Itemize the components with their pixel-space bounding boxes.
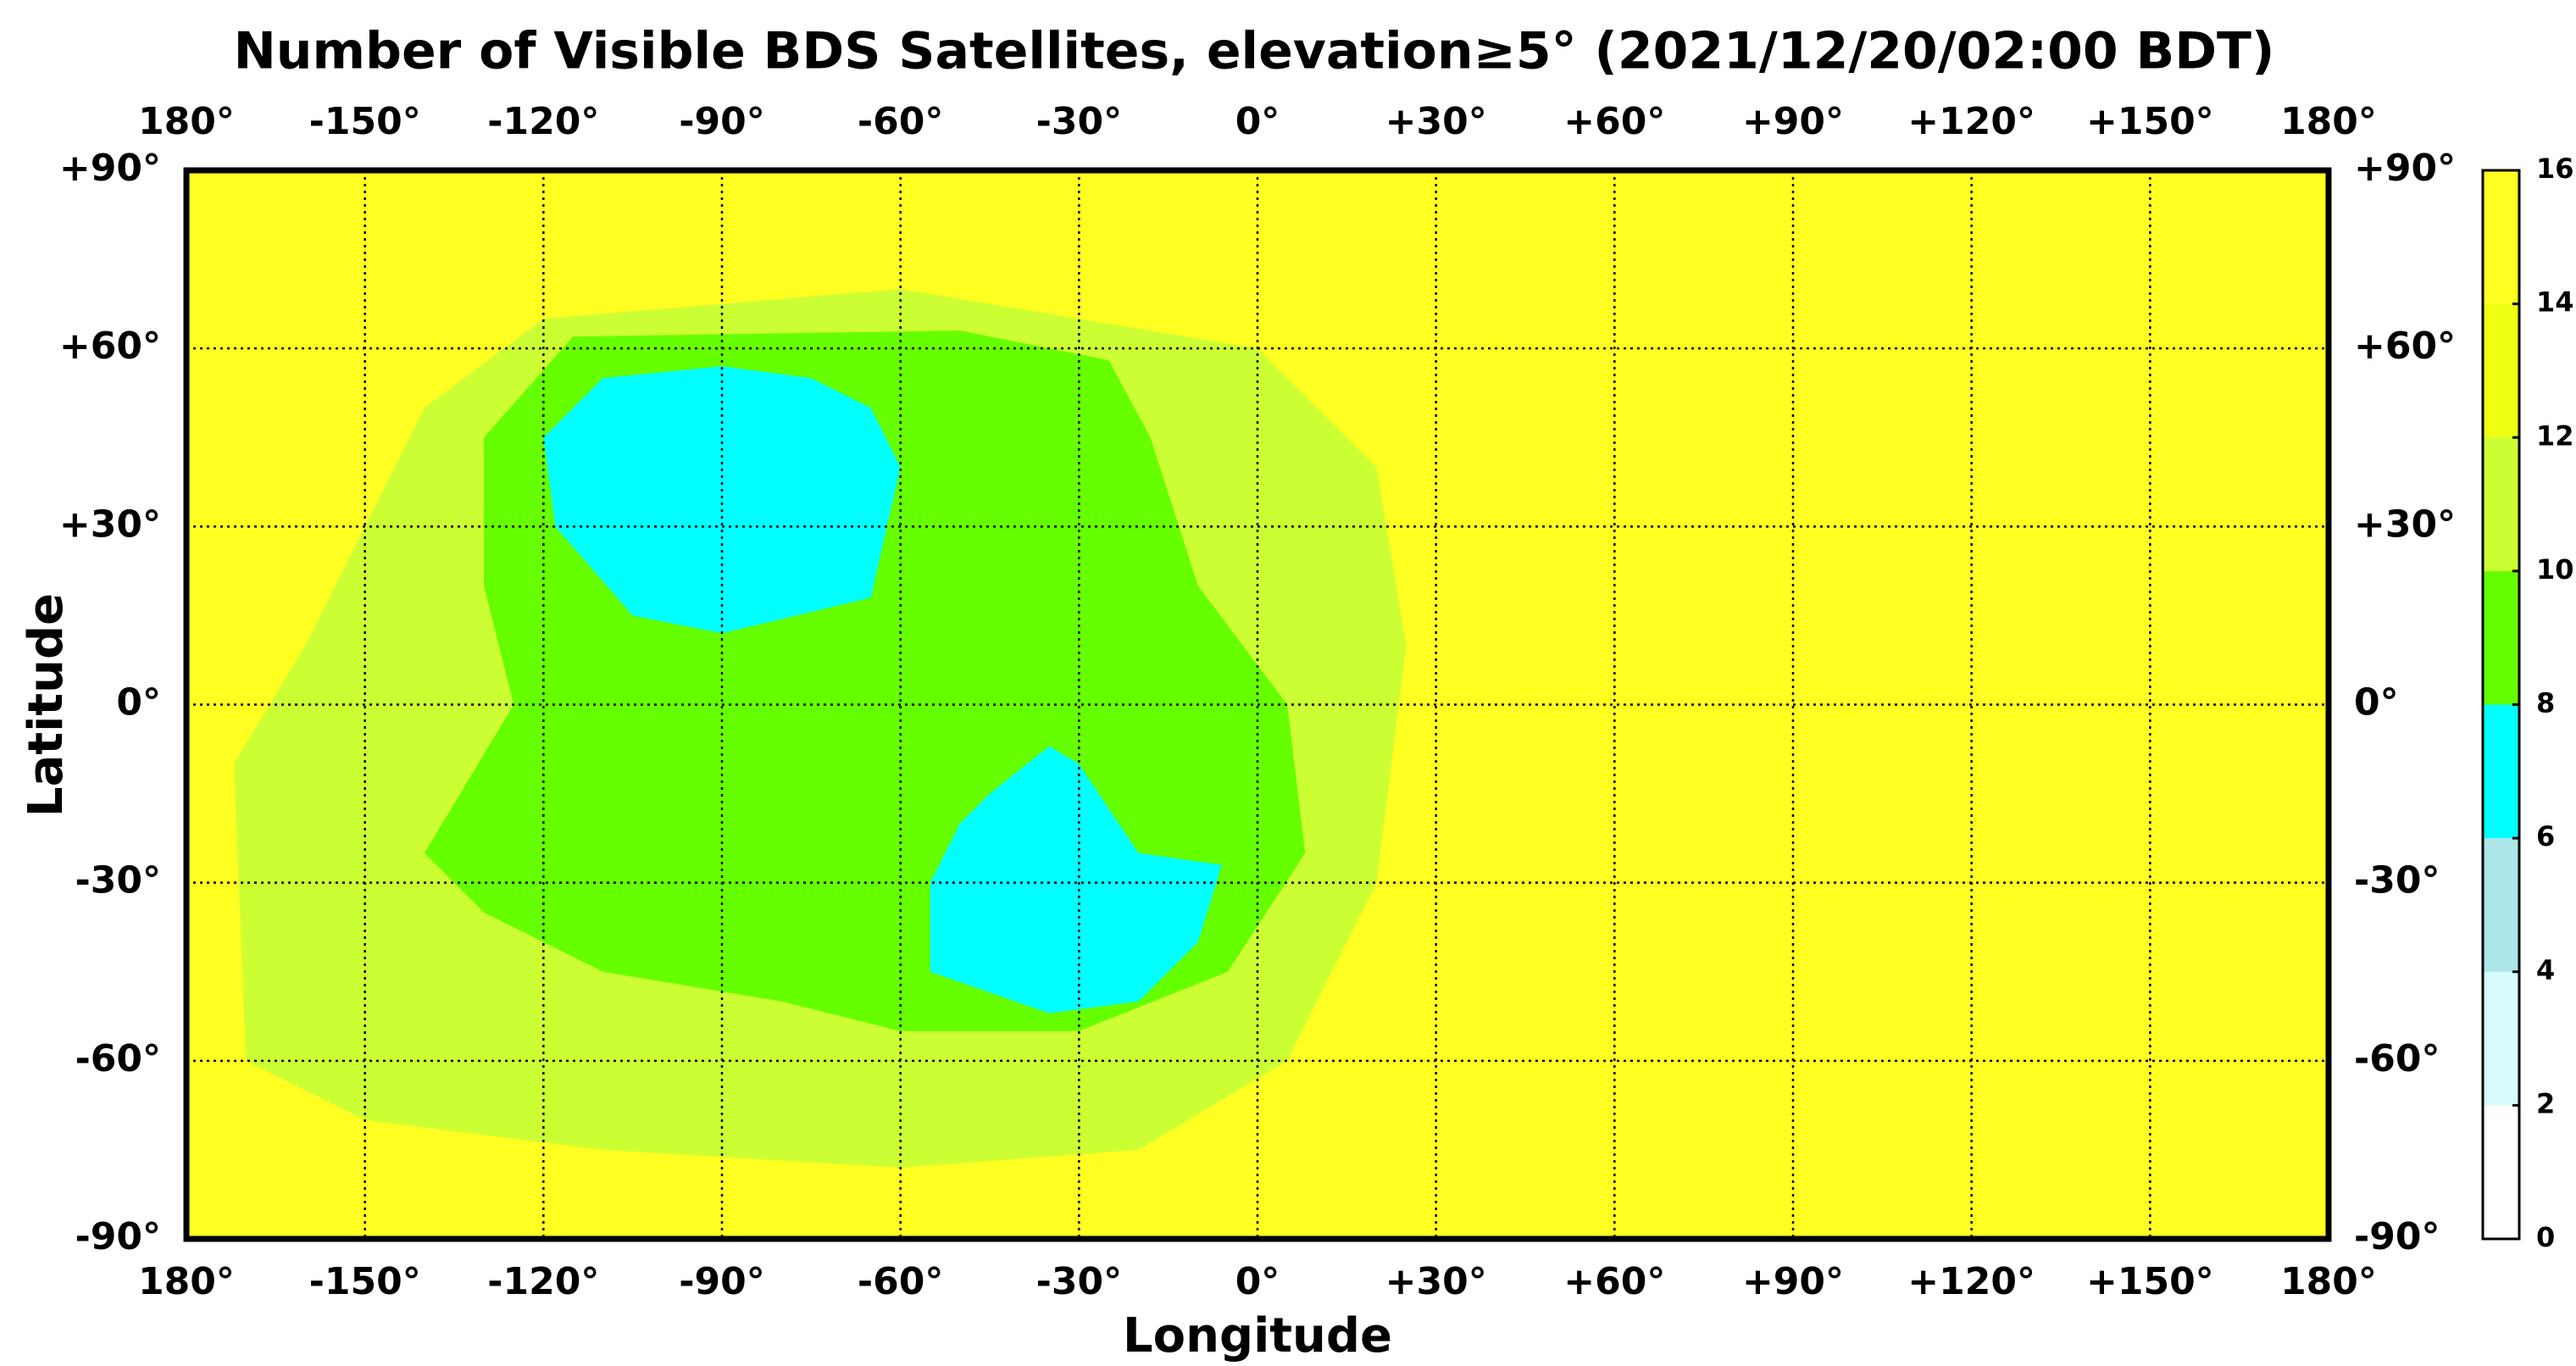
x-tick-label: +120° [1907, 100, 2035, 143]
x-tick-label: -120° [487, 100, 599, 143]
x-tick-label: +30° [1385, 100, 1487, 143]
y-tick-label: +30° [59, 503, 161, 546]
y-tick-label: +60° [59, 325, 161, 368]
y-tick-label: -30° [2354, 859, 2440, 902]
colorbar-swatch [2483, 838, 2519, 972]
x-tick-label: 180° [2280, 1260, 2377, 1303]
x-tick-label: +90° [1742, 1260, 1844, 1303]
y-tick-label: 0° [2354, 681, 2399, 725]
x-tick-label: -90° [679, 1260, 765, 1303]
region [930, 746, 1222, 1013]
x-tick-label: +30° [1385, 1260, 1487, 1303]
y-tick-label: +60° [2354, 325, 2456, 368]
x-tick-label: 180° [2280, 100, 2377, 143]
colorbar-swatch [2483, 570, 2519, 705]
region [543, 366, 901, 634]
colorbar-swatch [2483, 170, 2519, 304]
x-tick-label: +120° [1907, 1260, 2035, 1303]
y-tick-label: -60° [2354, 1037, 2440, 1080]
x-tick-label: -120° [487, 1260, 599, 1303]
y-tick-label: +90° [59, 147, 161, 190]
colorbar-tick-label: 0 [2536, 1221, 2555, 1253]
x-tick-label: 180° [138, 1260, 235, 1303]
plot-frame [183, 167, 2332, 1242]
x-tick-label: -30° [1036, 1260, 1123, 1303]
colorbar-swatch [2483, 971, 2519, 1106]
x-tick-label: -60° [858, 100, 944, 143]
x-tick-label: -90° [679, 100, 765, 143]
x-tick-label: +60° [1563, 1260, 1665, 1303]
colorbar-tick-label: 10 [2536, 553, 2574, 586]
colorbar-tick-label: 14 [2536, 286, 2574, 319]
x-tick-label: -150° [309, 1260, 421, 1303]
colorbar-swatch [2483, 704, 2519, 839]
y-tick-label: 0° [116, 681, 161, 725]
x-tick-label: +60° [1563, 100, 1665, 143]
chart-title: Number of Visible BDS Satellites, elevat… [234, 22, 2275, 81]
x-tick-label: 180° [138, 100, 235, 143]
colorbar-tick-label: 2 [2536, 1087, 2555, 1119]
colorbar-tick-label: 8 [2536, 687, 2555, 719]
y-tick-label: +90° [2354, 147, 2456, 190]
x-tick-label: 0° [1235, 1260, 1280, 1303]
x-tick-label: -150° [309, 100, 421, 143]
colorbar-swatch [2483, 303, 2519, 438]
colorbar-tick-label: 12 [2536, 419, 2574, 452]
colorbar-tick-label: 16 [2536, 153, 2574, 185]
y-tick-label: +30° [2354, 503, 2456, 546]
y-tick-label: -90° [2354, 1215, 2440, 1258]
colorbar-tick-label: 6 [2536, 820, 2555, 852]
x-tick-label: 0° [1235, 100, 1280, 143]
x-tick-label: +150° [2086, 1260, 2214, 1303]
y-tick-label: -90° [75, 1215, 162, 1258]
y-tick-label: -60° [75, 1037, 162, 1080]
colorbar-tick-label: 4 [2536, 954, 2555, 986]
y-axis-label: Latitude [19, 593, 74, 817]
x-axis-label: Longitude [1123, 1308, 1392, 1363]
x-tick-label: -60° [858, 1260, 944, 1303]
colorbar-swatch [2483, 437, 2519, 571]
y-tick-label: -30° [75, 859, 162, 902]
colorbar-swatch [2483, 1105, 2519, 1239]
x-tick-label: +150° [2086, 100, 2214, 143]
x-tick-label: +90° [1742, 100, 1844, 143]
x-tick-label: -30° [1036, 100, 1123, 143]
